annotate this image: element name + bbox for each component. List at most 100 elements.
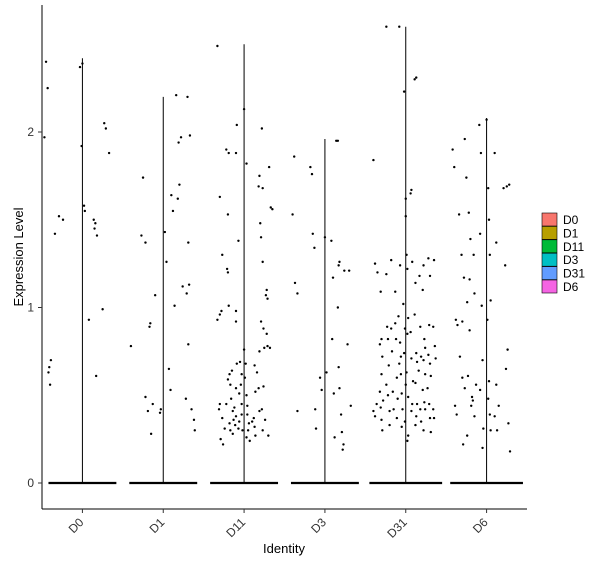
data-point	[217, 408, 221, 411]
data-point	[261, 429, 264, 432]
data-point	[414, 423, 417, 427]
data-point	[489, 299, 492, 302]
data-point	[103, 122, 106, 125]
data-point	[373, 415, 377, 418]
data-point	[396, 397, 399, 400]
data-point	[394, 337, 398, 341]
data-point	[187, 241, 190, 244]
data-point	[508, 183, 511, 186]
data-point	[422, 264, 425, 267]
data-point	[159, 408, 163, 411]
data-point	[260, 127, 264, 130]
data-point	[260, 408, 264, 411]
data-point	[235, 123, 239, 127]
legend-swatch	[541, 266, 558, 280]
data-point	[487, 397, 490, 400]
data-point	[226, 271, 230, 274]
data-point	[262, 385, 265, 388]
data-point	[233, 423, 237, 427]
x-tick-label: D3	[308, 515, 329, 536]
violin-group-D6	[450, 117, 523, 485]
data-point	[255, 371, 259, 374]
data-point	[497, 404, 500, 407]
data-point	[225, 148, 228, 151]
data-point	[372, 158, 375, 162]
data-point	[398, 25, 401, 28]
data-point	[380, 372, 383, 376]
data-point	[421, 288, 424, 292]
data-point	[337, 365, 340, 369]
data-point	[461, 443, 465, 446]
data-point	[427, 257, 430, 260]
data-point	[394, 322, 397, 325]
data-point	[237, 427, 240, 430]
data-point	[148, 325, 151, 329]
data-point	[245, 394, 248, 397]
data-point	[474, 383, 478, 386]
data-point	[508, 450, 512, 453]
data-point	[470, 395, 474, 399]
data-point	[473, 292, 476, 295]
data-point	[188, 134, 192, 137]
data-point	[466, 374, 470, 378]
data-point	[330, 337, 334, 341]
data-point	[463, 387, 466, 390]
data-point	[153, 294, 157, 297]
data-point	[487, 186, 490, 190]
data-point	[179, 136, 183, 139]
data-point	[107, 151, 111, 155]
data-point	[185, 292, 188, 295]
y-tick-label: 2	[27, 125, 34, 139]
x-ticks: D0 D1 D11 D3 D31 D6	[66, 509, 491, 541]
data-point	[406, 267, 409, 271]
data-point	[296, 292, 299, 295]
data-point	[178, 183, 181, 186]
y-axis-title: Expression Level	[11, 207, 26, 306]
data-point	[482, 427, 485, 430]
legend-label: D31	[563, 267, 585, 281]
data-point	[57, 215, 61, 218]
y-tick-label: 1	[27, 301, 34, 315]
data-point	[495, 383, 498, 386]
legend-label: D1	[563, 226, 579, 240]
data-point	[250, 420, 254, 423]
data-point	[380, 418, 383, 422]
data-point	[258, 409, 261, 413]
data-point	[177, 141, 180, 144]
data-point	[266, 297, 269, 300]
data-point	[401, 408, 404, 411]
data-point	[228, 422, 231, 425]
data-point	[129, 344, 133, 348]
data-point	[406, 434, 410, 437]
data-point	[423, 372, 427, 376]
x-axis-title: Identity	[263, 541, 305, 556]
data-point	[406, 316, 410, 320]
data-point	[268, 346, 272, 350]
data-point	[400, 425, 403, 429]
data-point	[259, 222, 262, 225]
legend-swatch	[541, 239, 558, 254]
data-point	[264, 294, 268, 297]
y-tick-label: 0	[27, 476, 34, 490]
data-point	[392, 408, 395, 411]
data-point	[230, 369, 234, 372]
data-point	[218, 402, 222, 406]
data-point	[471, 399, 475, 402]
data-point	[331, 276, 335, 279]
data-point	[422, 429, 425, 432]
data-point	[458, 355, 462, 358]
data-point	[394, 290, 397, 293]
data-point	[242, 107, 246, 111]
data-point	[456, 323, 459, 327]
data-point	[472, 253, 475, 257]
data-point	[243, 376, 247, 379]
data-point	[419, 408, 422, 411]
data-point	[78, 65, 82, 69]
data-point	[234, 309, 238, 313]
data-point	[433, 344, 437, 348]
data-point	[333, 436, 336, 439]
data-point	[234, 415, 238, 418]
data-point	[423, 346, 427, 350]
data-point	[451, 148, 454, 151]
